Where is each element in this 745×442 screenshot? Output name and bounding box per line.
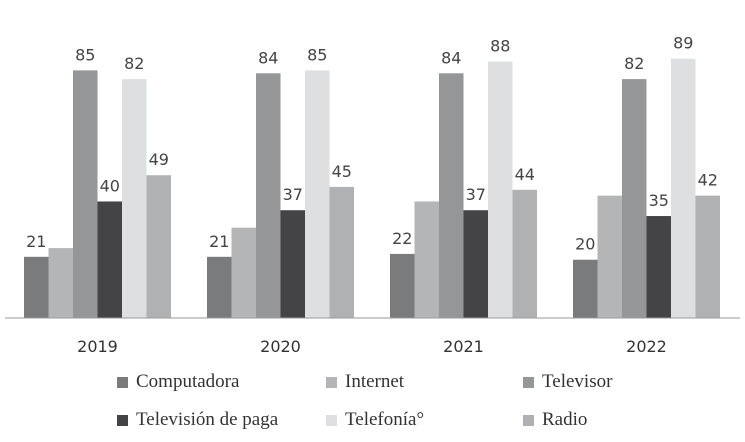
value-label-2020-2: 84 — [258, 48, 278, 67]
x-tick-label-2021: 2021 — [443, 337, 484, 356]
bars-group — [24, 58, 720, 319]
bar-2019-2 — [73, 70, 98, 318]
value-label-2021-2: 84 — [441, 48, 461, 67]
bar-2021-5 — [512, 189, 537, 318]
value-label-2021-0: 22 — [392, 229, 412, 248]
value-label-2021-5: 44 — [515, 165, 535, 184]
x-tick-label-2019: 2019 — [77, 337, 118, 356]
bar-2022-0 — [573, 259, 598, 318]
bar-2020-3 — [280, 210, 305, 318]
bar-2020-1 — [231, 227, 256, 318]
value-label-2022-2: 82 — [624, 54, 644, 73]
x-tick-label-2020: 2020 — [260, 337, 301, 356]
bar-2021-4 — [488, 61, 513, 318]
value-label-2019-5: 49 — [149, 150, 169, 169]
value-label-2020-4: 85 — [307, 45, 327, 64]
x-tick-labels-group: 2019 2020 2021 2022 — [77, 337, 667, 356]
bar-2020-5 — [329, 186, 354, 318]
bar-2022-2 — [622, 79, 647, 319]
value-label-2022-5: 42 — [698, 171, 718, 190]
value-label-2020-3: 37 — [283, 185, 303, 204]
bar-2020-2 — [256, 73, 281, 318]
value-label-2022-3: 35 — [649, 191, 669, 210]
value-label-2020-5: 45 — [332, 162, 352, 181]
x-tick-label-2022: 2022 — [626, 337, 667, 356]
value-label-2022-0: 20 — [575, 235, 595, 254]
value-label-2019-4: 82 — [124, 54, 144, 73]
value-label-2022-4: 89 — [673, 34, 693, 53]
bar-2021-2 — [439, 73, 464, 318]
value-labels-group: 21 85 40 82 49 21 84 37 85 45 22 84 37 88 44 20 82 35 89 42 — [26, 34, 718, 254]
value-label-2021-3: 37 — [466, 185, 486, 204]
bar-2022-5 — [695, 195, 720, 318]
bar-2019-5 — [146, 175, 171, 318]
bar-2021-1 — [414, 201, 439, 318]
bar-2019-1 — [48, 248, 73, 318]
value-label-2020-0: 21 — [209, 232, 229, 251]
bar-2020-4 — [305, 70, 330, 318]
bar-2022-1 — [597, 195, 622, 318]
bar-2019-4 — [122, 79, 147, 319]
bar-2020-0 — [207, 256, 232, 318]
value-label-2021-4: 88 — [490, 37, 510, 56]
value-label-2019-2: 85 — [75, 45, 95, 64]
value-label-2019-0: 21 — [26, 232, 46, 251]
value-label-2019-3: 40 — [100, 176, 120, 195]
bar-2019-3 — [97, 201, 122, 318]
bar-2019-0 — [24, 256, 49, 318]
bar-2022-4 — [671, 58, 696, 319]
bar-2021-3 — [463, 210, 488, 318]
bar-2021-0 — [390, 253, 415, 318]
bar-2022-3 — [646, 216, 671, 318]
